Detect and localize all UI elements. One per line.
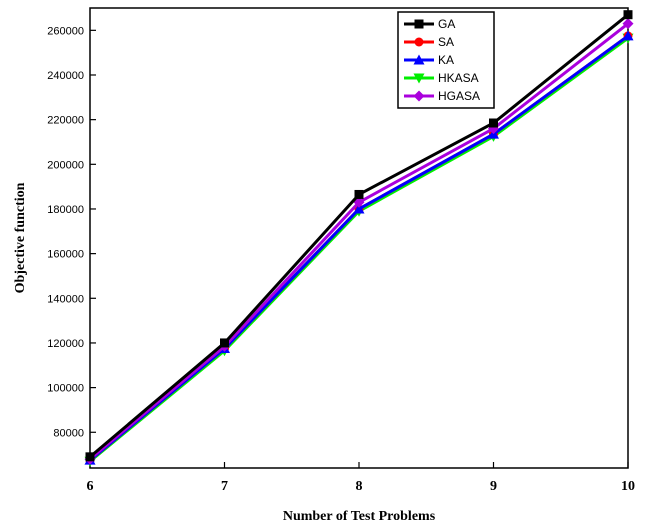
- legend-marker: [413, 73, 425, 84]
- data-point-ga: [220, 338, 229, 348]
- legend-marker: [414, 37, 424, 47]
- plot-frame: [89, 7, 629, 469]
- legend-label: HGASA: [438, 89, 480, 103]
- y-tick-label: 80000: [53, 427, 84, 439]
- y-axis-title: Objective function: [13, 182, 28, 293]
- legend-label: SA: [438, 35, 454, 49]
- legend-item-hkasa: HKASA: [404, 71, 479, 85]
- y-tick-label: 100000: [47, 383, 84, 395]
- y-axis: 80000 100000 120000 140000 160000 180000 20000…: [47, 25, 96, 439]
- legend-marker: [413, 54, 425, 65]
- legend-label: HKASA: [438, 71, 479, 85]
- x-tick-label: 7: [221, 479, 228, 494]
- y-tick-label: 260000: [47, 25, 84, 37]
- x-axis-title: Number of Test Problems: [283, 509, 436, 524]
- legend-marker: [413, 90, 425, 102]
- legend-label: GA: [438, 17, 455, 31]
- legend-item-ga: GA: [404, 17, 455, 31]
- x-axis: 6 7 8 9 10: [87, 462, 635, 494]
- x-tick-label: 9: [490, 479, 497, 494]
- legend: GA SA KA HKASA HGASA: [397, 11, 495, 109]
- x-tick-label: 6: [87, 479, 94, 494]
- legend-label: KA: [438, 53, 454, 67]
- legend-marker: [414, 19, 424, 29]
- y-tick-label: 200000: [47, 159, 84, 171]
- y-tick-label: 220000: [47, 115, 84, 127]
- series-layer: [84, 10, 634, 467]
- legend-item-ka: KA: [404, 53, 454, 67]
- data-point-ga: [489, 118, 498, 128]
- series-ga: [85, 10, 633, 462]
- x-tick-label: 10: [621, 479, 635, 494]
- y-tick-label: 180000: [47, 204, 84, 216]
- x-tick-label: 8: [356, 479, 363, 494]
- data-point-ga: [354, 189, 364, 199]
- legend-item-sa: SA: [404, 35, 454, 49]
- data-point-ga: [85, 452, 95, 462]
- y-tick-label: 160000: [47, 249, 84, 261]
- data-point-ga: [623, 10, 633, 20]
- data-point-ka: [353, 203, 365, 214]
- data-point-hgasa: [622, 18, 634, 30]
- series-line-hkasa: [89, 36, 629, 463]
- data-point-ka: [622, 30, 634, 41]
- y-tick-label: 240000: [47, 70, 84, 82]
- series-hkasa: [84, 33, 634, 467]
- y-tick-label: 140000: [47, 293, 84, 305]
- plot-border: [89, 7, 629, 469]
- legend-item-hgasa: HGASA: [404, 89, 480, 103]
- y-tick-label: 120000: [47, 338, 84, 350]
